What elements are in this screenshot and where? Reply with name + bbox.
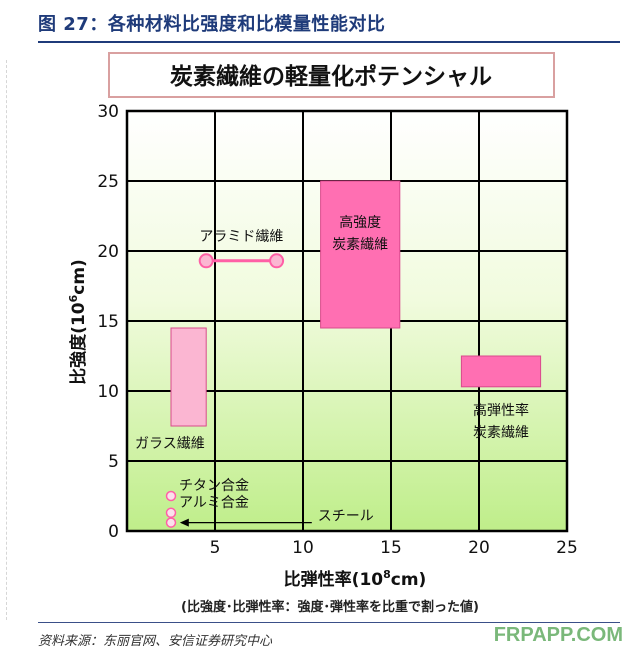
watermark: FRPAPP.COM — [493, 624, 623, 646]
y-tick-label: 5 — [108, 452, 119, 472]
y-tick-labels: 0 5 10 15 20 25 30 — [97, 102, 119, 542]
segment-end-1-a — [198, 253, 214, 269]
range-box-3 — [460, 355, 542, 388]
segment-end-1-b — [269, 253, 285, 269]
y-tick-label: 15 — [97, 312, 119, 332]
x-axis-label-sup: 8 — [383, 568, 391, 581]
y-tick-label: 30 — [97, 102, 119, 122]
y-tick-label: 0 — [108, 522, 119, 542]
chart-title: 炭素繊維の軽量化ポテンシャル — [170, 63, 492, 90]
header-divider — [38, 41, 620, 43]
y-tick-label: 20 — [97, 242, 119, 262]
x-axis-label-pre: 比弾性率(10 — [284, 569, 384, 590]
y-axis-label-post: cm) — [69, 259, 89, 295]
y-axis-label: 比強度(106cm) — [67, 259, 89, 385]
y-tick-label: 25 — [97, 172, 119, 192]
data-label-0: ガラス繊維 — [135, 436, 205, 452]
x-axis-label-post: cm) — [391, 570, 427, 590]
data-label-3-line-1: 炭素繊維 — [473, 425, 529, 441]
range-box-2 — [320, 180, 401, 329]
x-tick-label: 25 — [556, 538, 578, 558]
source-note: 资料来源：东丽官网、安信证券研究中心 — [38, 634, 273, 649]
data-label-5: アルミ合金 — [179, 495, 249, 511]
y-axis-label-sup: 6 — [67, 294, 80, 302]
data-label-7: スチール — [318, 509, 374, 525]
x-axis-label: 比弾性率(108cm) — [284, 568, 427, 590]
point-4 — [165, 490, 177, 502]
x-tick-labels: 5 10 15 20 25 — [210, 538, 578, 558]
page-edge-dashed-line — [6, 60, 7, 620]
data-label-2-line-0: 高強度 — [339, 214, 381, 231]
plot-border — [125, 109, 569, 533]
data-label-4: チタン合金 — [179, 478, 249, 494]
data-label-2-line-1: 炭素繊維 — [332, 237, 388, 253]
point-6 — [165, 517, 177, 528]
arrow-head-7 — [179, 518, 189, 527]
range-box-0 — [170, 327, 207, 427]
chart-title-box — [108, 52, 555, 98]
data-label-3-line-0: 高弾性率 — [473, 402, 529, 419]
data-marks — [165, 180, 542, 528]
x-tick-label: 5 — [210, 538, 221, 558]
chart-note: (比強度･比弾性率：強度･弾性率を比重で割った値) — [181, 599, 479, 615]
y-tick-label: 10 — [97, 382, 119, 402]
figure-title: 图 27：各种材料比强度和比模量性能对比 — [38, 14, 386, 35]
point-5 — [165, 507, 177, 519]
data-label-1: アラミド繊維 — [199, 229, 283, 245]
x-tick-label: 20 — [468, 538, 490, 558]
y-axis-label-pre: 比強度(10 — [68, 302, 89, 385]
x-tick-label: 15 — [380, 538, 402, 558]
x-tick-label: 10 — [292, 538, 314, 558]
footer-divider — [38, 622, 620, 623]
